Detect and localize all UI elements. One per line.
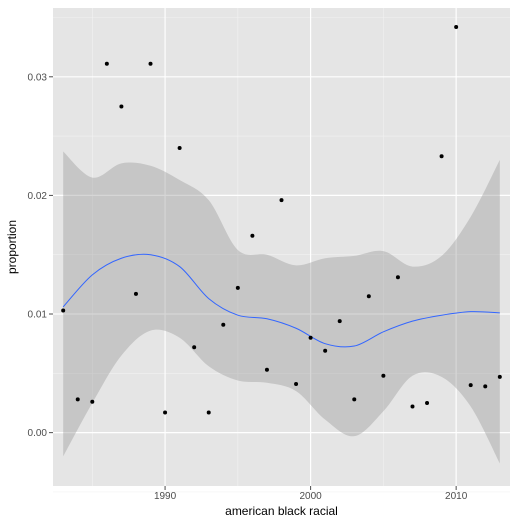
data-point [366,294,371,299]
data-point [177,145,182,150]
data-point [264,367,269,372]
data-point [206,410,211,415]
data-point [323,348,328,353]
data-point [294,381,299,386]
y-tick-label: 0.03 [28,72,48,83]
x-axis-ticks: 1990 2000 2010 [154,486,468,502]
data-points [61,24,502,415]
data-point [221,322,226,327]
x-tick-label: 2010 [445,491,468,502]
data-point [425,400,430,405]
data-point [454,24,459,29]
x-tick-label: 1990 [154,491,177,502]
data-point [381,373,386,378]
y-tick-label: 0.01 [28,310,48,321]
data-point [148,61,153,66]
data-point [90,399,95,404]
data-point [235,285,240,290]
data-point [133,291,138,296]
data-point [352,397,357,402]
data-point [308,335,313,340]
data-point [192,345,197,350]
y-axis-title: proportion [5,220,19,274]
data-point [279,198,284,203]
data-point [250,233,255,238]
smooth-line [62,253,500,348]
data-point [439,154,444,159]
y-tick-label: 0.00 [28,428,48,439]
data-point [468,383,473,388]
data-point [410,404,415,409]
data-point [337,319,342,324]
data-point [61,308,66,313]
confidence-band [63,151,500,464]
x-tick-label: 2000 [299,491,322,502]
y-axis-ticks: 0.00 0.01 0.02 0.03 [28,72,53,439]
data-point [483,384,488,389]
plot-panel [53,8,510,486]
data-point [395,275,400,280]
data-point [119,104,124,109]
data-point [497,374,502,379]
y-tick-label: 0.02 [28,191,48,202]
data-point [104,61,109,66]
data-point [163,410,168,415]
data-point [75,397,80,402]
x-axis-title: american black racial [225,504,338,518]
minor-gridlines [53,8,510,493]
major-gridlines [53,8,510,486]
